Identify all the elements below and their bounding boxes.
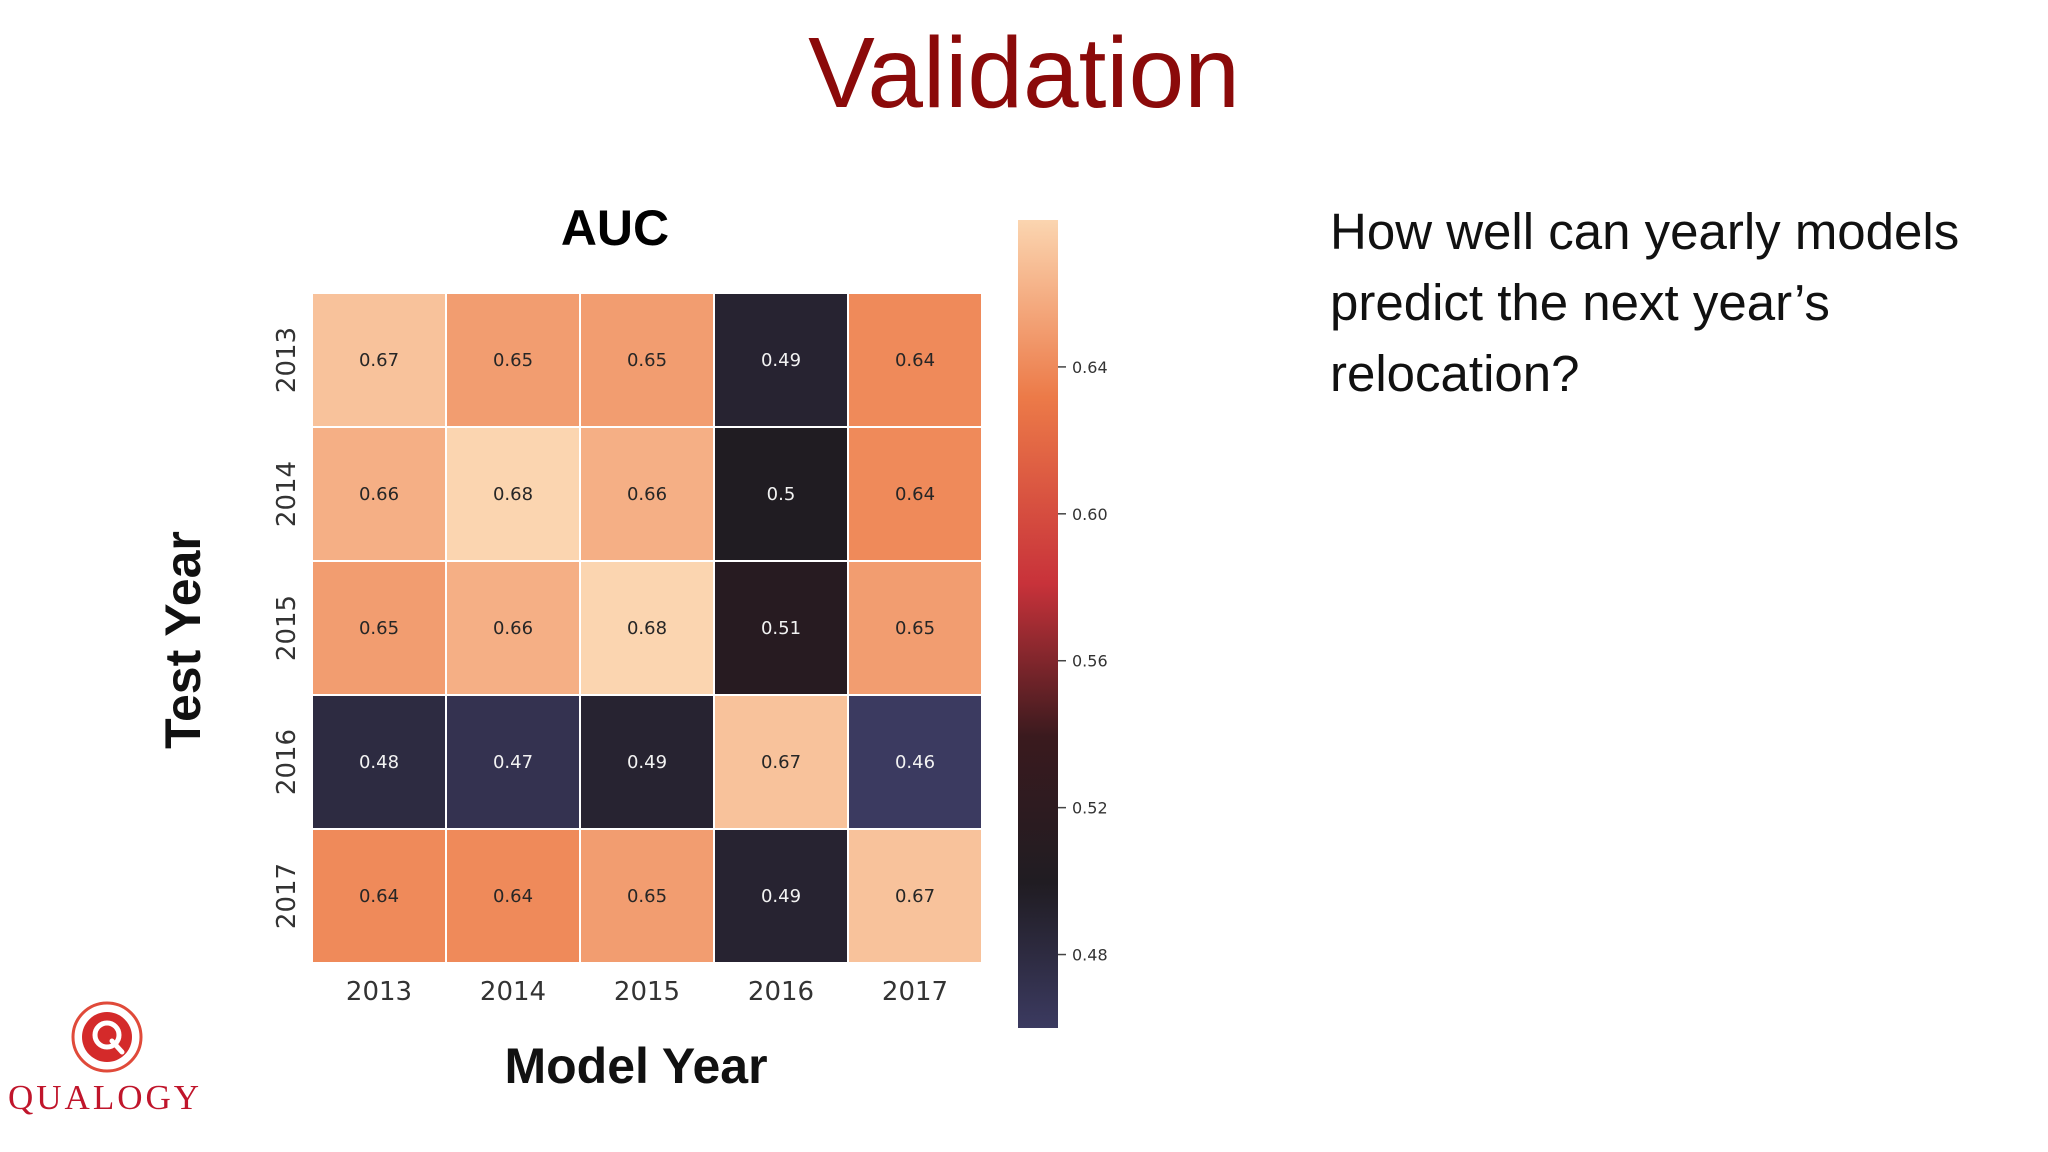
heatmap-cell [311,828,447,964]
y-tick-label: 2014 [272,461,302,527]
cell-value-label: 0.49 [761,350,801,371]
colorbar-tick-label: 0.48 [1072,946,1108,965]
cell-value-label: 0.67 [895,886,935,907]
heatmap-cell [713,694,849,830]
heatmap-cell [311,694,447,830]
logo-q-ring [92,1020,122,1050]
heatmap-cell [713,426,849,562]
cell-value-label: 0.68 [493,484,533,505]
y-tick-label: 2016 [272,729,302,795]
colorbar-tick-label: 0.56 [1072,652,1108,671]
colorbar-tick-label: 0.52 [1072,799,1108,818]
chart-title: AUC [561,200,669,256]
cell-value-label: 0.67 [761,752,801,773]
logo-text: QUALOGY [8,1078,203,1117]
y-tick-label: 2017 [272,863,302,929]
y-tick-label: 2015 [272,595,302,661]
cell-value-label: 0.65 [359,618,399,639]
question-text: How well can yearly models predict the n… [1330,203,1960,402]
x-tick-label: 2014 [480,977,546,1007]
heatmap-cell [579,292,715,428]
colorbar-tick-label: 0.60 [1072,505,1108,524]
heatmap-cell [445,292,581,428]
cell-value-label: 0.49 [627,752,667,773]
cell-value-label: 0.51 [761,618,801,639]
cell-value-label: 0.65 [627,886,667,907]
heatmap-cell [311,292,447,428]
x-tick-label: 2016 [748,977,814,1007]
cell-value-label: 0.65 [493,350,533,371]
colorbar [1018,220,1058,1028]
x-tick-label: 2017 [882,977,948,1007]
heatmap-cell [579,560,715,696]
y-axis-label: Test Year [155,531,211,749]
heatmap-cell [445,426,581,562]
heatmap-cell [847,828,983,964]
cell-value-label: 0.66 [359,484,399,505]
cell-value-label: 0.5 [767,484,796,505]
heatmap-cell [713,828,849,964]
colorbar-tick-label: 0.64 [1072,358,1108,377]
cell-value-label: 0.47 [493,752,533,773]
heatmap-cell [445,560,581,696]
heatmap-cell [847,560,983,696]
cell-value-label: 0.65 [895,618,935,639]
heatmap-cell [579,828,715,964]
cell-value-label: 0.64 [493,886,533,907]
heatmap-cell [579,426,715,562]
cell-value-label: 0.49 [761,886,801,907]
y-tick-label: 2013 [272,327,302,393]
cell-value-label: 0.65 [627,350,667,371]
x-tick-label: 2015 [614,977,680,1007]
slide-title: Validation [808,17,1240,129]
qualogy-logo [71,1001,143,1073]
logo-q-tail [109,1038,125,1055]
cell-value-label: 0.64 [359,886,399,907]
heatmap-cell [713,560,849,696]
cell-value-label: 0.46 [895,752,935,773]
heatmap-cell [445,694,581,830]
cell-value-label: 0.66 [493,618,533,639]
cell-value-label: 0.67 [359,350,399,371]
cell-value-label: 0.68 [627,618,667,639]
logo-inner-disc [82,1012,132,1062]
heatmap-cell [445,828,581,964]
heatmap-cell [847,694,983,830]
cell-value-label: 0.64 [895,350,935,371]
cell-value-label: 0.66 [627,484,667,505]
cell-value-label: 0.48 [359,752,399,773]
x-tick-label: 2013 [346,977,412,1007]
x-axis-label: Model Year [504,1038,767,1094]
cell-value-label: 0.64 [895,484,935,505]
heatmap-cell [579,694,715,830]
heatmap-cell [847,426,983,562]
logo-outer-ring [71,1001,143,1073]
